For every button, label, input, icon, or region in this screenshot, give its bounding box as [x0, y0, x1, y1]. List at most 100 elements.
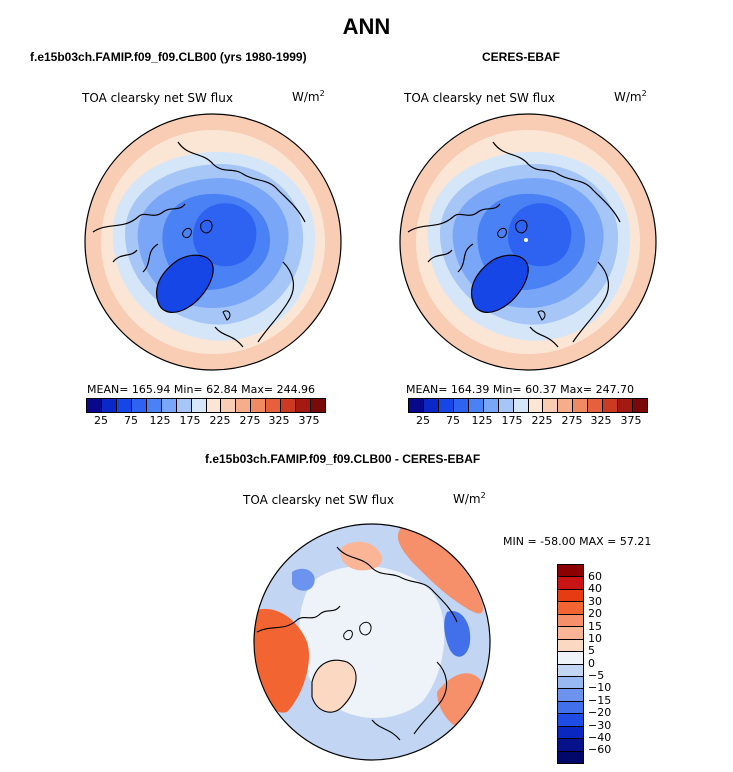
diff-coastline-islands: [343, 621, 372, 641]
cb3-swatch: [558, 639, 583, 653]
diff-field-warm-greenland: [312, 660, 357, 713]
cb1-swatch: [87, 399, 102, 412]
cb3-tick-label: 30: [588, 594, 602, 608]
obs-field-band-75: [508, 203, 572, 267]
obs-coastline-na: [407, 203, 501, 273]
cb2-swatch: [543, 399, 559, 412]
cb1-swatch: [296, 399, 312, 412]
cb2-swatch: [468, 399, 484, 412]
cb2-swatch: [409, 399, 424, 412]
cb3-swatch: [558, 739, 583, 752]
cb1-tick-label: 25: [94, 414, 108, 427]
cb1-swatch: [176, 399, 192, 412]
diff-field-cool-e: [444, 611, 471, 657]
cb3-swatch: [558, 614, 583, 628]
cb3-tick-label: −40: [588, 730, 612, 744]
cb1-swatch: [191, 399, 207, 412]
cb1-tick-label: 225: [209, 414, 231, 427]
cb1-swatch: [161, 399, 177, 412]
cb3-swatch: [558, 714, 583, 727]
cb3-tick-label: −60: [588, 743, 612, 757]
cb1-tick-label: 325: [268, 414, 290, 427]
diff-polar-map: [253, 523, 491, 761]
cb1-tick-label: 375: [298, 414, 320, 427]
cb2-swatch: [528, 399, 544, 412]
cb3-tick-label: −10: [588, 681, 612, 695]
cb2-swatch: [498, 399, 514, 412]
cb2-tick-label: 225: [531, 414, 553, 427]
model-coastline-na: [92, 203, 186, 273]
cb2-tick-label: 125: [471, 414, 493, 427]
cb1-swatch: [281, 399, 297, 412]
cb3-swatch: [558, 589, 583, 603]
cb3-tick-label: 5: [588, 644, 595, 658]
cb2-tick-label: 175: [501, 414, 523, 427]
diff-coastline-na: [256, 605, 341, 633]
cb3-tick-label: 60: [588, 570, 602, 583]
cb2-swatch: [618, 399, 634, 412]
cb2-swatch: [633, 399, 647, 412]
cb3-tick-label: −30: [588, 718, 612, 732]
cb2-swatch: [603, 399, 619, 412]
cb3-swatch: [558, 726, 583, 740]
cb1-swatch: [236, 399, 252, 412]
diff-coastline-eurasia: [336, 546, 458, 741]
model-panel-subtitle: f.e15b03ch.FAMIP.f09_f09.CLB00 (yrs 1980…: [30, 50, 307, 64]
model-colorbar: [86, 398, 326, 413]
cb2-swatch: [423, 399, 439, 412]
cb1-swatch: [221, 399, 237, 412]
cb1-swatch: [311, 399, 325, 412]
model-colorbar-ticks: 25 75 125 175 225 275 325 375: [86, 414, 324, 428]
cb3-tick-label: 0: [588, 656, 595, 670]
model-coastline-greenland: [156, 254, 214, 313]
model-coastline-islands: [182, 219, 231, 321]
diff-field-cool-nw: [292, 568, 315, 591]
model-stats: MEAN= 165.94 Min= 62.84 Max= 244.96: [87, 383, 316, 396]
cb2-tick-label: 25: [416, 414, 430, 427]
cb3-tick-label: −20: [588, 706, 612, 720]
cb3-swatch: [558, 676, 583, 690]
cb2-swatch: [558, 399, 574, 412]
cb2-tick-label: 75: [446, 414, 460, 427]
obs-variable-label: TOA clearsky net SW flux: [404, 91, 555, 105]
cb3-swatch: [558, 689, 583, 702]
cb2-tick-label: 275: [561, 414, 583, 427]
cb3-tick-label: 15: [588, 619, 602, 633]
cb1-swatch: [116, 399, 132, 412]
cb1-tick-label: 75: [124, 414, 138, 427]
cb1-swatch: [206, 399, 222, 412]
cb3-tick-label: 20: [588, 607, 602, 621]
cb2-tick-label: 375: [620, 414, 642, 427]
cb2-swatch: [438, 399, 454, 412]
obs-colorbar: [408, 398, 648, 413]
diff-variable-label: TOA clearsky net SW flux: [243, 493, 394, 507]
page-title: ANN: [342, 14, 391, 39]
cb2-swatch: [483, 399, 499, 412]
cb3-swatch: [558, 602, 583, 615]
cb1-tick-label: 175: [179, 414, 201, 427]
diff-units-label: W/m2: [453, 491, 486, 506]
obs-coastline-greenland: [471, 254, 529, 313]
cb2-swatch: [513, 399, 529, 412]
cb1-swatch: [131, 399, 147, 412]
diff-coastline-greenland: [311, 659, 357, 713]
cb1-swatch: [251, 399, 267, 412]
model-field-band-75: [193, 203, 257, 267]
cb2-swatch: [573, 399, 589, 412]
cb2-tick-label: 325: [590, 414, 612, 427]
diff-colorbar-ticks: 60 40 30 20 15 10 5 0 −5 −10 −15 −20 −30…: [588, 570, 628, 760]
cb3-swatch: [558, 701, 583, 715]
model-units-label: W/m2: [292, 89, 325, 104]
cb3-swatch: [558, 652, 583, 665]
diff-stats: MIN = -58.00 MAX = 57.21: [503, 535, 652, 548]
obs-coastline-eurasia: [492, 141, 621, 348]
diff-field-warm-w: [254, 608, 310, 713]
cb3-swatch: [558, 751, 583, 763]
cb3-tick-label: −15: [588, 693, 612, 707]
model-polar-map: [84, 113, 342, 371]
diff-panel-subtitle: f.e15b03ch.FAMIP.f09_f09.CLB00 - CERES-E…: [205, 452, 481, 466]
cb2-swatch: [588, 399, 604, 412]
obs-polar-map: [399, 113, 657, 371]
cb3-tick-label: 40: [588, 582, 602, 596]
obs-coastline-islands: [497, 219, 546, 321]
